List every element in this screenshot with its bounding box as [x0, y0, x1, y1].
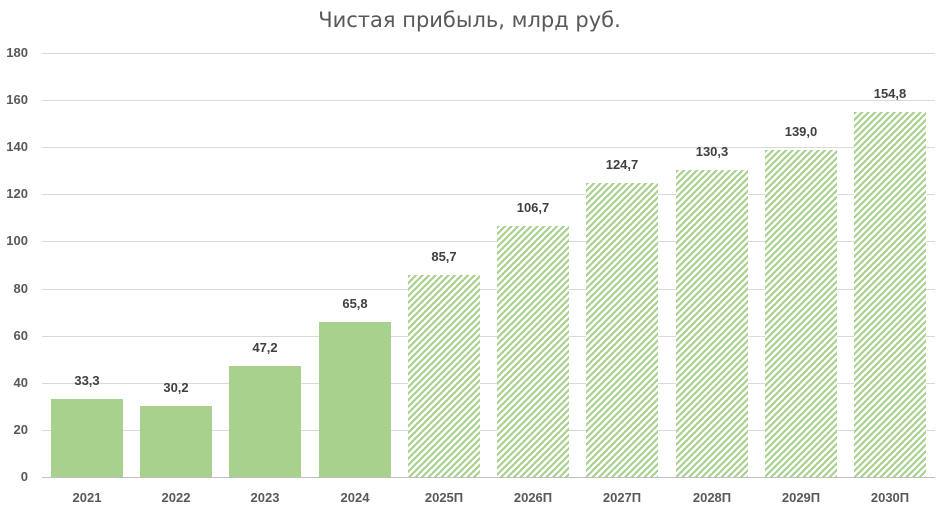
- gridline: [42, 194, 935, 195]
- y-tick-label: 80: [13, 281, 28, 296]
- gridline: [42, 336, 935, 337]
- value-label: 130,3: [695, 144, 729, 159]
- bar-2030П: [854, 112, 926, 477]
- x-axis-line: [42, 477, 935, 478]
- value-label: 85,7: [431, 249, 457, 264]
- bar-2027П: [586, 183, 658, 477]
- y-tick-label: 120: [6, 186, 28, 201]
- gridline: [42, 383, 935, 384]
- y-tick-label: 180: [6, 45, 28, 60]
- gridline: [42, 147, 935, 148]
- value-label: 139,0: [784, 124, 818, 139]
- gridline: [42, 241, 935, 242]
- value-label: 154,8: [873, 86, 907, 101]
- y-tick-label: 20: [13, 422, 28, 437]
- value-label: 124,7: [605, 157, 639, 172]
- y-tick-label: 160: [6, 92, 28, 107]
- chart-title: Чистая прибыль, млрд руб.: [318, 8, 621, 32]
- x-tick-label: 2028П: [692, 490, 732, 505]
- bar-2023: [229, 366, 301, 477]
- y-tick-label: 100: [6, 233, 28, 248]
- bar-2026П: [497, 226, 569, 477]
- x-tick-label: 2023: [250, 490, 280, 505]
- bar-2024: [319, 322, 391, 477]
- bar-2029П: [765, 150, 837, 477]
- y-tick-label: 0: [20, 469, 28, 484]
- x-tick-label: 2024: [340, 490, 370, 505]
- value-label: 65,8: [342, 296, 368, 311]
- x-tick-label: 2030П: [870, 490, 910, 505]
- bar-2022: [140, 406, 212, 477]
- gridline: [42, 430, 935, 431]
- value-label: 47,2: [252, 340, 278, 355]
- gridline: [42, 53, 935, 54]
- x-tick-label: 2025П: [424, 490, 464, 505]
- x-tick-label: 2027П: [602, 490, 642, 505]
- gridline: [42, 289, 935, 290]
- bar-2028П: [676, 170, 748, 477]
- gridline: [42, 100, 935, 101]
- value-label: 106,7: [516, 200, 550, 215]
- value-label: 30,2: [163, 380, 189, 395]
- bar-2025П: [408, 275, 480, 477]
- x-tick-label: 2022: [161, 490, 191, 505]
- bar-2021: [51, 399, 123, 477]
- y-tick-label: 60: [13, 328, 28, 343]
- x-tick-label: 2026П: [513, 490, 553, 505]
- y-tick-label: 40: [13, 375, 28, 390]
- value-label: 33,3: [74, 373, 100, 388]
- y-tick-label: 140: [6, 139, 28, 154]
- x-tick-label: 2029П: [781, 490, 821, 505]
- x-tick-label: 2021: [72, 490, 102, 505]
